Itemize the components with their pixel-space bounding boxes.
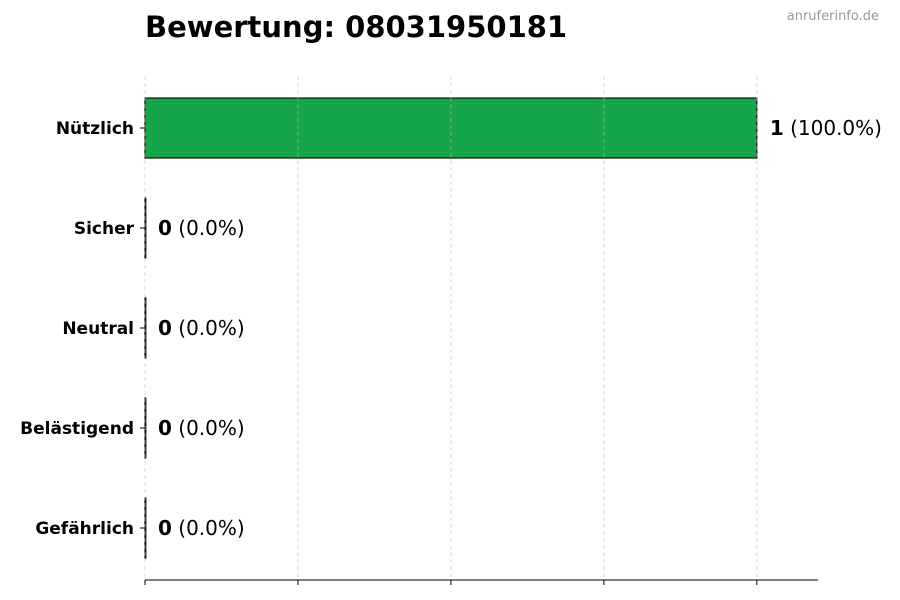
data-label: 0 (0.0%) [158,516,245,540]
category-label: Sicher [74,219,135,239]
category-label: Belästigend [20,419,134,439]
percent-label: (0.0%) [178,316,244,340]
watermark: anruferinfo.de [786,9,879,24]
percent-label: (0.0%) [178,216,244,240]
data-label: 1 (100.0%) [770,116,882,140]
category-label: Nützlich [56,119,134,139]
count-label: 0 [158,516,172,540]
percent-label: (100.0%) [790,116,882,140]
chart-title: Bewertung: 08031950181 [145,10,568,44]
category-label: Gefährlich [35,519,134,539]
count-label: 0 [158,316,172,340]
bar-1 [144,197,147,259]
count-label: 0 [158,416,172,440]
percent-label: (0.0%) [178,516,244,540]
data-label: 0 (0.0%) [158,316,245,340]
category-label: Neutral [62,319,134,339]
count-label: 0 [158,216,172,240]
count-label: 1 [770,116,784,140]
data-label: 0 (0.0%) [158,416,245,440]
percent-label: (0.0%) [178,416,244,440]
data-label: 0 (0.0%) [158,216,245,240]
